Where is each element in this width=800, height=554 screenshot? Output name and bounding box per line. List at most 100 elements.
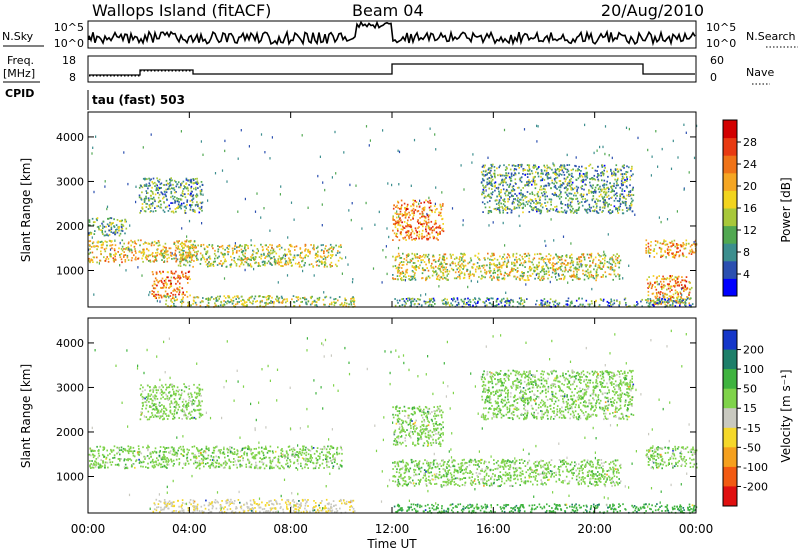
range-gate-cell (423, 222, 425, 225)
range-gate-cell (140, 185, 142, 188)
range-gate-cell (518, 201, 520, 203)
range-gate-cell (182, 301, 185, 304)
range-gate-cell (540, 209, 543, 212)
range-gate-cell (155, 189, 157, 192)
range-gate-cell (165, 286, 167, 289)
range-gate-cell (292, 258, 295, 261)
range-gate-cell (490, 180, 493, 183)
range-gate-cell (617, 184, 619, 187)
range-gate-cell (452, 262, 454, 265)
range-gate-cell (490, 177, 492, 180)
range-gate-cell (153, 287, 155, 290)
range-gate-cell (307, 206, 309, 209)
range-gate-cell (491, 175, 493, 178)
range-gate-cell (558, 189, 561, 192)
range-gate-cell (412, 217, 414, 220)
range-gate-cell (690, 304, 692, 307)
range-gate-cell (423, 300, 426, 303)
range-gate-cell (183, 202, 185, 205)
range-gate-cell (686, 297, 689, 300)
range-gate-cell (223, 295, 226, 298)
range-gate-cell (167, 188, 169, 191)
range-gate-cell (568, 164, 571, 166)
range-gate-cell (552, 209, 555, 211)
range-gate-cell (232, 249, 234, 252)
range-gate-cell (115, 253, 117, 255)
range-gate-cell (308, 263, 311, 266)
range-gate-cell (105, 258, 107, 260)
range-gate-cell (398, 305, 401, 307)
range-gate-cell (260, 216, 262, 219)
range-gate-cell (493, 182, 496, 185)
range-gate-cell (142, 177, 145, 180)
range-gate-cell (299, 256, 301, 258)
range-gate-cell (200, 140, 202, 143)
range-gate-cell (327, 251, 330, 254)
range-gate-cell (576, 270, 578, 273)
range-gate-cell (138, 196, 141, 199)
range-gate-cell (269, 262, 271, 265)
range-gate-cell (179, 186, 182, 189)
range-gate-cell (614, 262, 617, 265)
range-gate-cell (182, 247, 184, 249)
range-gate-cell (331, 246, 333, 248)
range-gate-cell (400, 279, 403, 282)
range-gate-cell (534, 175, 536, 178)
range-gate-cell (182, 258, 184, 260)
range-gate-cell (563, 174, 566, 176)
range-gate-cell (189, 251, 191, 254)
range-gate-cell (469, 274, 472, 276)
range-gate-cell (663, 296, 666, 298)
range-gate-cell (578, 169, 580, 171)
range-gate-cell (552, 300, 554, 303)
range-gate-cell (541, 267, 544, 270)
range-gate-cell (185, 207, 187, 210)
range-gate-cell (248, 264, 250, 267)
range-gate-cell (506, 297, 509, 300)
range-gate-cell (448, 304, 451, 307)
range-gate-cell (527, 260, 530, 263)
range-gate-cell (234, 242, 236, 245)
range-gate-cell (567, 182, 569, 185)
range-gate-cell (142, 146, 144, 149)
range-gate-cell (165, 246, 167, 249)
range-gate-cell (528, 257, 530, 260)
range-gate-cell (626, 186, 628, 189)
range-gate-cell (578, 206, 581, 209)
range-gate-cell (451, 262, 453, 264)
range-gate-cell (333, 301, 335, 303)
range-gate-cell (260, 133, 263, 136)
range-gate-cell (666, 293, 668, 296)
range-gate-cell (545, 184, 547, 187)
range-gate-cell (607, 194, 610, 197)
range-gate-cell (92, 224, 95, 226)
range-gate-cell (691, 251, 694, 254)
range-gate-cell (685, 256, 688, 258)
range-gate-cell (190, 180, 192, 183)
range-gate-cell (424, 217, 427, 220)
range-gate-cell (502, 211, 504, 214)
range-gate-cell (232, 253, 234, 255)
range-gate-cell (412, 270, 415, 273)
range-gate-cell (230, 299, 233, 302)
range-gate-cell (559, 173, 561, 175)
range-gate-cell (441, 191, 443, 194)
range-gate-cell (584, 183, 587, 186)
range-gate-cell (541, 256, 544, 259)
range-gate-cell (495, 208, 498, 211)
range-gate-cell (243, 247, 246, 250)
range-gate-cell (299, 264, 301, 266)
range-gate-cell (433, 205, 436, 207)
range-gate-cell (175, 210, 177, 213)
range-gate-cell (149, 291, 151, 294)
range-gate-cell (446, 279, 449, 281)
range-gate-cell (214, 254, 217, 257)
range-gate-cell (518, 258, 520, 260)
range-gate-cell (554, 180, 557, 183)
range-gate-cell (512, 195, 514, 197)
range-gate-cell (92, 146, 94, 149)
range-gate-cell (231, 247, 234, 250)
range-gate-cell (550, 203, 552, 206)
range-gate-cell (601, 164, 604, 167)
range-gate-cell (608, 273, 611, 276)
